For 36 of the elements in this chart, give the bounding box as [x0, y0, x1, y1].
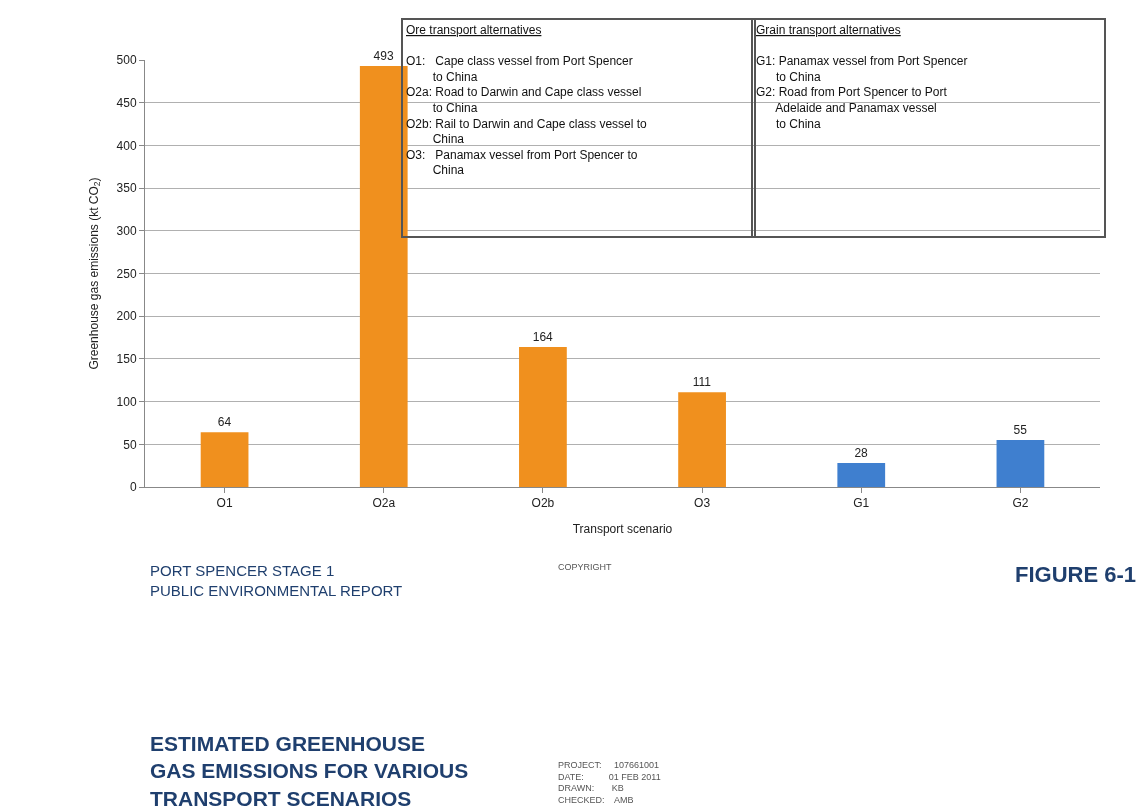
y-tick-label: 500	[116, 53, 137, 68]
data-label: 64	[217, 415, 232, 430]
bar	[837, 463, 886, 487]
y-tick-label: 0	[129, 480, 137, 495]
x-tick-label: G1	[853, 496, 870, 511]
y-tick-label: 450	[116, 95, 137, 110]
x-tick-label: O3	[694, 496, 711, 511]
y-tick-label: 50	[123, 437, 137, 452]
y-tick-label: 250	[116, 266, 137, 281]
y-tick-label: 200	[116, 309, 137, 324]
text: COPYRIGHT	[558, 562, 613, 572]
x-tick-label: G2	[1012, 496, 1029, 511]
text: ESTIMATED GREENHOUSE GAS EMISSIONS FOR VARIOUS TRANSPORT SCENARIOS	[150, 732, 469, 809]
text: Grain transport alternatives G1: Panamax vessel from Port Spencer to China G2: Road from Port Spencer to Port Adelaide and Panamax vessel to China	[756, 23, 968, 131]
text: PORT SPENCER STAGE 1 PUBLIC ENVIRONMENTAL REPORT	[150, 562, 403, 599]
bar	[200, 432, 249, 487]
bar	[678, 392, 726, 487]
x-axis-title: Transport scenario	[572, 522, 673, 537]
data-label: 55	[1013, 423, 1028, 438]
x-tick-label: O2b	[531, 496, 555, 511]
y-tick-label: 300	[116, 224, 137, 238]
data-label: 28	[854, 446, 869, 461]
data-label: 164	[532, 329, 554, 344]
data-label: 111	[692, 375, 712, 390]
caption: FIGURE 6-1	[1015, 562, 1137, 587]
y-tick-label: 150	[116, 352, 137, 367]
x-tick-label: O1	[216, 496, 233, 511]
y-tick-label: 400	[116, 138, 137, 153]
bar	[519, 346, 567, 487]
bar	[996, 440, 1045, 487]
text: PROJECT: 107661001 DATE: 01 FEB 2011 DRAWN: KB CHECKED: AMB	[558, 760, 661, 806]
data-label: 493	[373, 48, 394, 63]
bar	[359, 65, 408, 487]
x-tick-label: O2a	[372, 496, 396, 511]
y-tick-label: 100	[116, 394, 137, 409]
y-tick-label: 350	[116, 181, 137, 196]
